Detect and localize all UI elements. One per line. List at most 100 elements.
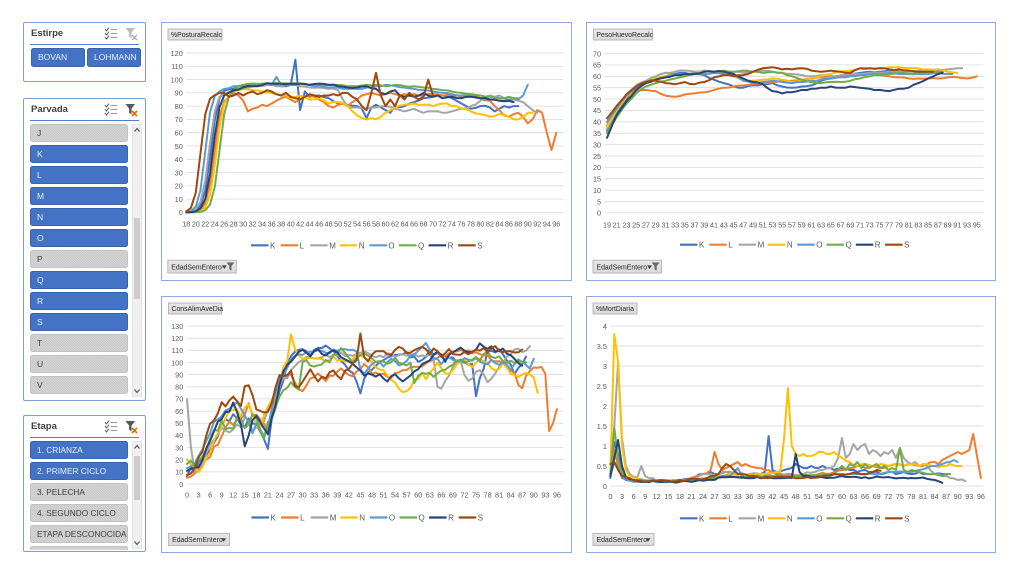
svg-text:64: 64 [400,219,408,228]
svg-text:60: 60 [838,492,846,501]
svg-text:34: 34 [258,219,266,228]
svg-text:PesoHuevoRecalc: PesoHuevoRecalc [596,32,653,39]
svg-text:Q: Q [846,514,852,523]
svg-text:0: 0 [185,490,189,499]
svg-text:70: 70 [593,49,601,58]
svg-text:6: 6 [208,490,212,499]
svg-text:O: O [816,241,822,250]
svg-text:43: 43 [720,220,728,229]
svg-text:130: 130 [171,322,183,331]
svg-text:84: 84 [931,492,939,501]
svg-text:62: 62 [391,219,399,228]
svg-text:75: 75 [472,490,480,499]
svg-text:35: 35 [681,220,689,229]
svg-text:42: 42 [296,219,304,228]
svg-text:36: 36 [322,490,330,499]
svg-text:78: 78 [484,490,492,499]
svg-text:33: 33 [734,492,742,501]
svg-text:N: N [359,241,365,250]
svg-text:21: 21 [264,490,272,499]
svg-text:91: 91 [953,220,961,229]
svg-text:33: 33 [671,220,679,229]
svg-text:80: 80 [175,383,183,392]
svg-text:39: 39 [700,220,708,229]
svg-text:5: 5 [597,197,601,206]
svg-text:45: 45 [356,490,364,499]
svg-text:79: 79 [895,220,903,229]
svg-text:33: 33 [310,490,318,499]
svg-text:57: 57 [826,492,834,501]
svg-text:50: 50 [334,219,342,228]
svg-text:O: O [389,514,395,523]
svg-text:40: 40 [593,118,601,127]
svg-text:Q: Q [418,241,424,250]
svg-text:23: 23 [622,220,630,229]
svg-text:30: 30 [239,219,247,228]
svg-text:L: L [728,241,733,250]
svg-text:83: 83 [914,220,922,229]
svg-text:63: 63 [426,490,434,499]
svg-text:88: 88 [514,219,522,228]
svg-text:24: 24 [275,490,283,499]
svg-text:R: R [448,241,454,250]
svg-text:59: 59 [798,220,806,229]
svg-text:12: 12 [653,492,661,501]
svg-text:S: S [478,514,483,523]
svg-text:93: 93 [963,220,971,229]
svg-text:24: 24 [699,492,707,501]
svg-text:1.5: 1.5 [597,422,607,431]
svg-text:18: 18 [252,490,260,499]
svg-text:42: 42 [345,490,353,499]
svg-text:81: 81 [495,490,503,499]
svg-text:39: 39 [333,490,341,499]
svg-text:L: L [300,241,305,250]
svg-text:30: 30 [175,168,183,177]
svg-text:87: 87 [934,220,942,229]
svg-text:54: 54 [815,492,823,501]
svg-text:ConsAlimAveDia: ConsAlimAveDia [172,306,224,313]
svg-text:71: 71 [856,220,864,229]
svg-text:M: M [758,514,765,523]
svg-text:30: 30 [722,492,730,501]
svg-text:50: 50 [175,142,183,151]
svg-text:55: 55 [593,84,601,93]
svg-text:N: N [787,514,793,523]
svg-text:63: 63 [849,492,857,501]
svg-text:L: L [300,514,305,523]
svg-text:78: 78 [907,492,915,501]
svg-text:56: 56 [363,219,371,228]
svg-text:18: 18 [676,492,684,501]
svg-text:81: 81 [919,492,927,501]
svg-text:K: K [699,241,705,250]
svg-text:12: 12 [229,490,237,499]
svg-text:10: 10 [593,186,601,195]
svg-text:EdadSemEntero: EdadSemEntero [597,537,648,544]
svg-text:O: O [388,241,394,250]
svg-text:20: 20 [192,219,200,228]
svg-text:66: 66 [437,490,445,499]
svg-text:63: 63 [817,220,825,229]
svg-text:45: 45 [780,492,788,501]
svg-text:32: 32 [249,219,257,228]
svg-text:2.5: 2.5 [597,382,607,391]
svg-text:31: 31 [661,220,669,229]
svg-text:N: N [359,514,365,523]
svg-text:0: 0 [608,492,612,501]
svg-text:R: R [875,241,881,250]
svg-text:100: 100 [171,75,183,84]
svg-text:1: 1 [603,442,607,451]
svg-text:57: 57 [788,220,796,229]
svg-text:41: 41 [710,220,718,229]
svg-text:%MortDiaria: %MortDiaria [596,306,634,313]
svg-text:30: 30 [299,490,307,499]
svg-text:73: 73 [866,220,874,229]
svg-text:R: R [875,514,881,523]
svg-text:48: 48 [368,490,376,499]
svg-text:67: 67 [836,220,844,229]
svg-text:19: 19 [603,220,611,229]
svg-text:60: 60 [175,407,183,416]
svg-text:93: 93 [965,492,973,501]
svg-text:110: 110 [172,346,184,355]
svg-text:15: 15 [241,490,249,499]
svg-text:50: 50 [593,95,601,104]
